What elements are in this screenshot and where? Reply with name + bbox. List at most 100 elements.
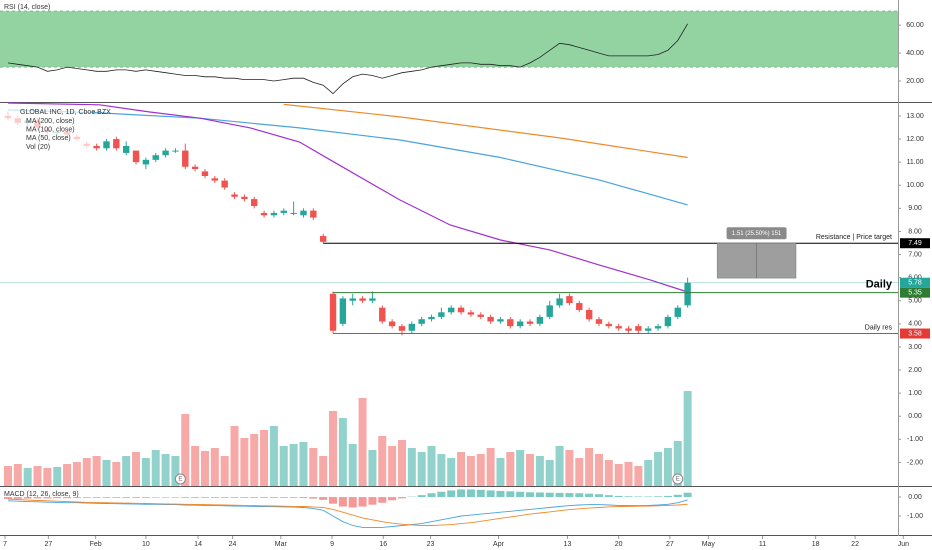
volume-bar [92,456,101,486]
volume-bar [33,466,42,486]
volume-bar [220,456,229,486]
macd-line [7,499,688,528]
candle-body [319,236,327,242]
event-marker [672,473,684,485]
candle-body [260,212,268,216]
volume-bar [348,444,357,486]
y-tick-label: 5.00 [908,298,922,305]
candle-body [418,319,425,324]
volume-bar [673,441,682,486]
y-tick-label: 7.00 [908,251,922,258]
candle-body [635,326,642,331]
x-tick-label: 27 [666,541,674,548]
macd-histogram-bar [210,497,219,498]
y-tick-label: 2.00 [908,367,922,374]
candle-body [536,316,544,324]
candle-body [457,307,465,313]
volume-bar [457,452,466,486]
candle-body [359,298,366,301]
volume-bar [663,448,672,486]
candle-body [103,141,110,149]
macd-histogram-bar [457,489,466,498]
volume-bar [614,464,623,486]
volume-bar [683,391,692,486]
x-tick-label: Jun [898,541,909,548]
y-tick-label: 13.00 [906,113,924,120]
volume-bar [407,448,416,486]
volume-bar [319,456,328,486]
volume-bar [181,414,190,486]
x-tick-label: 14 [194,541,202,548]
volume-bar [447,458,456,486]
candle-body [280,210,287,213]
volume-bar [575,458,584,486]
macd-histogram-bar [250,497,259,498]
macd-histogram-bar [299,497,308,499]
volume-bar [378,436,387,486]
macd-histogram-bar [289,497,298,498]
candle-body [172,150,179,152]
x-tick-label: 24 [229,541,237,548]
candle-body [477,314,484,317]
macd-histogram-bar [614,495,623,498]
chart-title: GLOBAL INC, 1D, Cboe BZX [20,109,111,116]
candle-body [526,321,534,324]
macd-histogram-bar [535,492,544,498]
candle-body [388,321,396,327]
volume-bar [624,462,633,486]
macd-histogram-bar [585,493,594,498]
y-tick-label: 12.00 [906,136,924,143]
x-tick-label: May [702,541,716,548]
macd-histogram-bar [565,493,574,498]
volume-bar [53,467,62,486]
volume-bar [122,456,131,486]
macd-histogram-bar [161,497,170,498]
y-tick-label: 9.00 [908,205,922,212]
candle-body [251,199,258,207]
candle-body [408,323,416,331]
volume-bar [3,466,12,486]
candle-body [113,139,120,149]
candle-body [241,196,248,200]
volume-bar [555,446,564,486]
volume-bar [486,448,495,486]
macd-histogram-bar [486,490,495,498]
candle-body [231,194,238,197]
macd-histogram-bar [437,491,446,498]
volume-bar [388,446,397,486]
macd-histogram-bar [526,492,535,498]
volume-bar [368,450,377,486]
macd-histogram-bar [358,497,367,507]
volume-bar [506,452,515,486]
candle-body [369,298,376,301]
volume-bar [132,452,141,486]
macd-histogram-bar [33,497,42,499]
macd-histogram-bar [92,497,101,498]
volume-bar [210,448,219,486]
macd-histogram-bar [53,497,62,499]
x-tick-label: 20 [615,541,623,548]
x-tick-label: 11 [759,541,766,548]
candle-body [201,171,209,176]
macd-histogram-bar [506,491,515,498]
volume-bar [141,458,150,486]
candle-body [566,296,573,304]
macd-histogram-bar [634,496,643,498]
moving-average [7,109,688,206]
candle-body [329,293,337,331]
volume-bar [309,448,318,486]
macd-histogram-bar [348,497,357,508]
legend-bg [0,105,92,153]
macd-histogram-bar [181,497,190,498]
candle-body [93,145,100,149]
candle-body [595,319,603,324]
macd-histogram-bar [604,495,613,498]
rsi-line [7,23,688,95]
volume-bar [23,468,32,486]
macd-histogram-bar [13,497,22,499]
x-tick-label: Mar [275,541,288,548]
macd-histogram-bar [220,497,229,498]
macd-histogram-bar [427,493,436,498]
macd-histogram-bar [141,497,150,498]
macd-histogram-bar [279,497,288,498]
